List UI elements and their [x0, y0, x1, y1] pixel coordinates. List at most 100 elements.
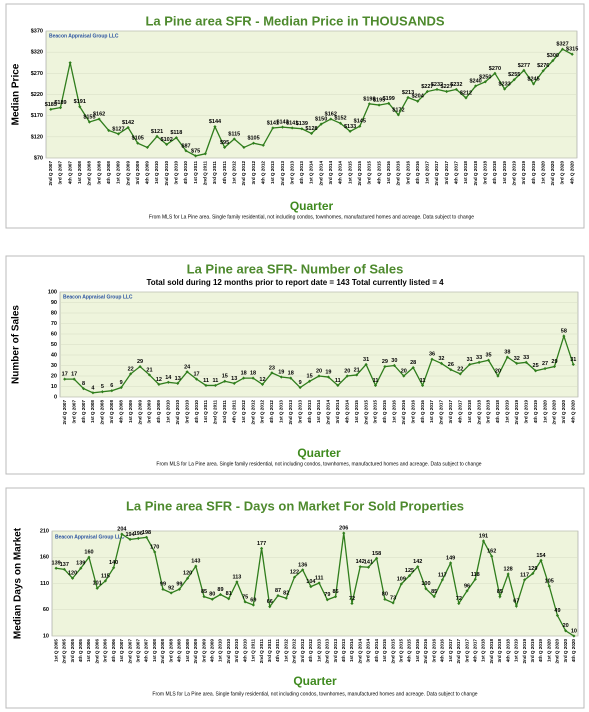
data-label: 194 [125, 532, 135, 538]
data-label: 8 [82, 381, 85, 387]
x-tick-label: 3rd Q 2013 [333, 639, 338, 663]
data-label: 89 [217, 587, 223, 593]
data-label: 12 [156, 377, 162, 383]
x-tick-label: 2nd Q 2015 [357, 161, 362, 186]
data-point [213, 383, 217, 388]
x-tick-label: 3rd Q 2012 [251, 161, 256, 185]
x-tick-label: 4th Q 2007 [144, 639, 149, 663]
data-point [477, 360, 481, 364]
x-tick-label: 2nd Q 2018 [473, 161, 478, 186]
data-point [358, 565, 362, 569]
data-label: $141 [267, 120, 279, 126]
x-tick-label: 3rd Q 2011 [267, 639, 272, 663]
x-tick-label: 4th Q 2013 [299, 161, 304, 185]
data-label: 73 [390, 595, 396, 601]
data-point [203, 152, 207, 156]
data-point [276, 593, 280, 598]
data-label: 92 [168, 585, 174, 591]
data-point [539, 558, 543, 562]
data-point [292, 575, 297, 579]
data-label: 32 [438, 356, 444, 362]
data-label: $127 [112, 126, 124, 132]
data-label: 29 [382, 359, 388, 365]
data-label: 136 [298, 562, 307, 568]
data-point [432, 595, 436, 599]
x-tick-label: 1st Q 2012 [241, 400, 246, 423]
x-tick-label: 1st Q 2016 [392, 400, 397, 423]
data-label: $142 [122, 120, 134, 126]
data-label: 122 [290, 570, 299, 576]
data-point [232, 137, 236, 141]
data-label: $121 [151, 129, 163, 135]
x-tick-label: 1st Q 2018 [481, 639, 486, 662]
data-point [242, 145, 246, 150]
data-point [445, 89, 449, 94]
x-axis-title: Quarter [297, 446, 341, 460]
data-point [505, 355, 509, 359]
x-tick-label: 1st Q 2014 [309, 161, 314, 184]
data-label: 139 [52, 561, 61, 567]
data-point [289, 376, 293, 380]
x-tick-label: 3rd Q 2014 [328, 161, 333, 185]
x-tick-label: 3rd Q 2020 [560, 161, 565, 185]
data-label: 18 [288, 371, 294, 377]
data-point [153, 550, 157, 554]
x-tick-label: 2nd Q 2013 [325, 639, 330, 664]
data-label: 117 [438, 572, 447, 578]
data-point [107, 128, 111, 133]
x-tick-label: 4th Q 2011 [222, 161, 227, 184]
x-tick-label: 2nd Q 2008 [87, 161, 92, 186]
data-point [342, 531, 346, 535]
data-label: 12 [259, 377, 265, 383]
data-point [358, 124, 362, 128]
x-tick-label: 2nd Q 2008 [100, 400, 105, 425]
x-tick-label: 3rd Q 2010 [174, 161, 179, 185]
data-label: 5 [101, 384, 104, 390]
data-point [416, 99, 420, 103]
data-label: 20 [316, 368, 322, 374]
x-tick-label: 3rd Q 2005 [70, 639, 75, 663]
x-tick-label: 1st Q 2014 [349, 639, 354, 662]
data-point [78, 105, 82, 109]
data-point [551, 59, 555, 63]
data-label: 72 [349, 596, 355, 602]
y-tick-label: 70 [51, 321, 57, 327]
x-tick-label: 1st Q 2008 [90, 400, 95, 423]
data-label: 49 [554, 608, 560, 614]
data-label: 11 [373, 378, 379, 384]
x-tick-label: 3rd Q 2018 [486, 400, 491, 424]
data-label: 21 [146, 367, 152, 373]
data-point [317, 374, 321, 378]
x-tick-label: 4th Q 2014 [344, 400, 349, 424]
x-tick-label: 3rd Q 2015 [399, 639, 404, 663]
x-tick-label: 3rd Q 2008 [168, 639, 173, 663]
x-tick-label: 4th Q 2019 [531, 161, 536, 185]
x-tick-label: 2nd Q 2007 [48, 161, 53, 186]
data-label: 80 [209, 592, 215, 598]
x-tick-label: 1st Q 2020 [540, 161, 545, 184]
data-label: $105 [132, 136, 144, 142]
data-label: $95 [220, 140, 229, 146]
data-label: 69 [250, 597, 256, 603]
x-tick-label: 4th Q 2015 [407, 639, 412, 663]
data-point [392, 363, 396, 368]
footnote: From MLS for La Pine area. Single family… [156, 461, 481, 467]
x-tick-label: 1st Q 2006 [86, 639, 91, 662]
data-label: $162 [325, 112, 337, 118]
data-point [91, 391, 95, 395]
x-tick-label: 1st Q 2011 [193, 161, 198, 184]
data-line [56, 533, 575, 637]
chart-title: La Pine area SFR - Days on Market For So… [126, 498, 464, 513]
data-label: 101 [93, 581, 102, 587]
y-tick-label: 0 [54, 394, 57, 400]
x-tick-label: 1st Q 2015 [382, 639, 387, 662]
x-tick-label: 4th Q 2010 [183, 161, 188, 185]
y-tick-label: 30 [51, 363, 57, 369]
data-point [534, 369, 538, 373]
x-tick-label: 4th Q 2019 [533, 400, 538, 424]
data-point [194, 154, 198, 158]
x-tick-label: 1st Q 2018 [463, 161, 468, 184]
data-point [223, 379, 227, 383]
data-label: 120 [183, 571, 192, 577]
brand: Beacon Appraisal Group LLC [55, 534, 125, 540]
